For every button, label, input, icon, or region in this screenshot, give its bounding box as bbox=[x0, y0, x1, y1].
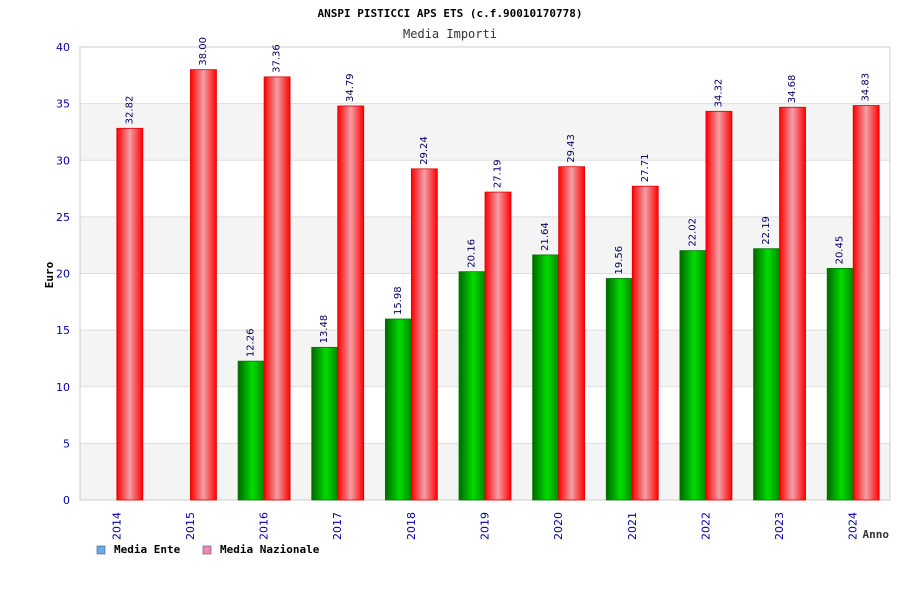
bar bbox=[532, 254, 560, 501]
data-label: 12.26 bbox=[246, 329, 257, 358]
data-label: 34.79 bbox=[345, 73, 356, 102]
legend: Media Ente Media Nazionale bbox=[96, 543, 320, 556]
x-tick-label: 2022 bbox=[699, 512, 712, 540]
x-tick-label: 2014 bbox=[110, 512, 123, 540]
data-label: 34.68 bbox=[787, 75, 798, 104]
y-tick-label: 0 bbox=[63, 494, 70, 507]
y-axis: 0 5 10 15 20 25 30 35 40 bbox=[56, 41, 70, 507]
x-axis: 2014 2015 2016 2017 2018 2019 2020 2021 2022 2023… bbox=[110, 512, 859, 540]
bar bbox=[558, 166, 586, 501]
x-tick-label: 2018 bbox=[405, 512, 418, 540]
legend-label: Media Nazionale bbox=[220, 543, 320, 556]
data-label: 29.24 bbox=[419, 136, 430, 165]
bar bbox=[384, 318, 412, 501]
data-label: 22.19 bbox=[761, 216, 772, 245]
data-label: 37.36 bbox=[272, 44, 283, 73]
x-tick-label: 2023 bbox=[773, 512, 786, 540]
bar bbox=[631, 185, 659, 501]
bar bbox=[263, 76, 291, 501]
data-label: 20.16 bbox=[467, 239, 478, 268]
legend-swatch bbox=[202, 545, 212, 555]
data-label: 21.64 bbox=[540, 222, 551, 251]
y-tick-label: 10 bbox=[56, 381, 70, 394]
y-tick-label: 20 bbox=[56, 268, 70, 281]
x-tick-label: 2016 bbox=[258, 512, 271, 540]
bar bbox=[826, 268, 854, 501]
legend-label: Media Ente bbox=[114, 543, 181, 556]
y-axis-label: Euro bbox=[43, 261, 56, 288]
data-label: 19.56 bbox=[614, 246, 625, 275]
x-tick-label: 2020 bbox=[552, 512, 565, 540]
data-label: 15.98 bbox=[393, 286, 404, 315]
bars: 32.82 38.00 12.26 37.36 13.48 34.79 15.98 29.24… bbox=[116, 37, 880, 501]
data-label: 32.82 bbox=[124, 96, 135, 125]
bar bbox=[484, 191, 512, 501]
bar bbox=[337, 105, 365, 501]
x-axis-label: Anno bbox=[863, 528, 890, 541]
x-tick-label: 2015 bbox=[184, 512, 197, 540]
bar bbox=[190, 69, 217, 501]
legend-swatch bbox=[96, 545, 106, 555]
y-tick-label: 40 bbox=[56, 41, 70, 54]
data-label: 27.19 bbox=[493, 159, 504, 188]
bar bbox=[753, 248, 780, 501]
bar bbox=[779, 106, 806, 501]
x-tick-label: 2021 bbox=[626, 512, 639, 540]
data-label: 22.02 bbox=[687, 218, 698, 247]
data-label: 34.83 bbox=[861, 73, 872, 102]
y-tick-label: 35 bbox=[56, 98, 70, 111]
data-label: 27.71 bbox=[640, 154, 651, 183]
bar bbox=[852, 105, 880, 501]
bar bbox=[410, 168, 438, 501]
bar bbox=[458, 271, 486, 501]
x-tick-label: 2024 bbox=[847, 512, 860, 540]
y-tick-label: 30 bbox=[56, 154, 70, 167]
chart-title: ANSPI PISTICCI APS ETS (c.f.90010170778) bbox=[318, 7, 583, 20]
chart-subtitle: Media Importi bbox=[403, 27, 497, 41]
bar bbox=[605, 278, 633, 501]
data-label: 38.00 bbox=[198, 37, 209, 66]
x-tick-label: 2019 bbox=[479, 512, 492, 540]
x-tick-label: 2017 bbox=[331, 512, 344, 540]
data-label: 13.48 bbox=[319, 315, 330, 344]
bar bbox=[116, 127, 144, 501]
data-label: 34.32 bbox=[713, 79, 724, 108]
data-label: 20.45 bbox=[835, 236, 846, 265]
bar bbox=[679, 250, 707, 501]
bar bbox=[237, 360, 265, 501]
y-tick-label: 15 bbox=[56, 324, 70, 337]
y-tick-label: 5 bbox=[63, 437, 70, 450]
bar bbox=[311, 346, 339, 501]
bar bbox=[705, 110, 733, 501]
data-label: 29.43 bbox=[566, 134, 577, 163]
y-tick-label: 25 bbox=[56, 211, 70, 224]
